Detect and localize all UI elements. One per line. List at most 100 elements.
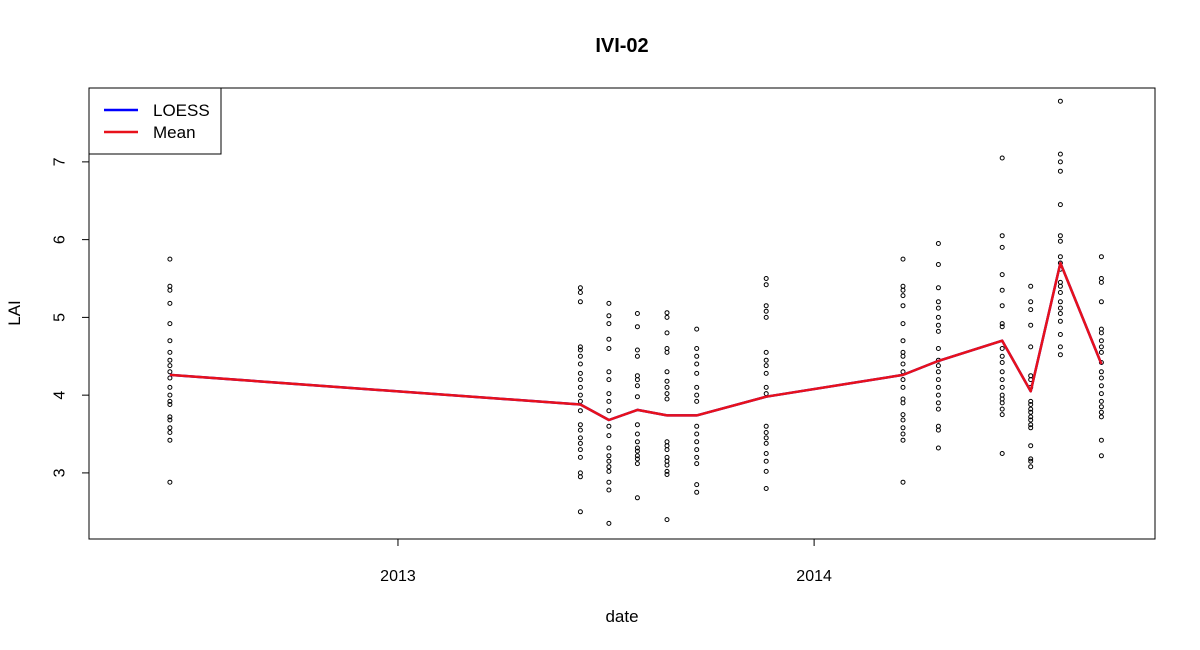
data-point [999,412,1005,418]
data-point [577,408,583,414]
data-point [935,346,941,351]
data-point [1028,425,1034,431]
data-point [167,417,173,423]
data-point [167,363,173,369]
data-point [577,392,583,398]
data-point [935,363,941,369]
data-point [763,423,769,429]
data-point [900,287,906,293]
data-point [1057,238,1063,244]
data-point [935,285,941,291]
data-point [935,445,941,451]
data-point [999,287,1005,293]
data-point [763,468,769,474]
data-point [763,303,769,309]
data-point [1028,456,1034,462]
plot-frame [88,87,1156,540]
data-point [577,370,583,376]
data-point [606,445,612,451]
data-point [935,305,941,311]
data-point [1028,458,1034,464]
data-point [634,422,640,428]
data-point [577,422,583,428]
y-axis: 3 4 5 6 7 [52,157,90,477]
data-point [577,353,583,359]
data-point [694,439,700,445]
data-point [1098,338,1104,344]
data-point [577,440,583,446]
y-tick-label: 5 [52,313,69,322]
data-point [634,311,640,316]
data-point [1057,311,1063,316]
data-point [763,370,769,376]
data-point [900,384,906,390]
data-point [1057,159,1063,165]
data-point [694,361,700,367]
data-point [1028,443,1034,449]
data-point [167,430,173,435]
data-point [664,517,670,523]
data-point [1057,151,1063,157]
data-point [606,458,612,464]
data-point [763,282,769,288]
data-point [577,347,583,353]
data-point [167,398,173,404]
data-point [763,458,769,464]
data-point [999,406,1005,412]
data-point [1028,283,1034,289]
data-point [900,303,906,309]
data-point [694,423,700,429]
data-point [763,363,769,369]
data-point [900,425,906,431]
data-point [1098,409,1104,415]
data-point [1028,464,1034,470]
series-lines [169,261,1103,422]
data-point [935,392,941,398]
data-point [1057,254,1063,260]
data-point [763,451,769,456]
data-point [634,495,640,501]
data-point [664,369,670,375]
data-point [634,448,640,454]
data-point [606,300,612,306]
data-point [999,155,1005,161]
data-point [606,398,612,404]
data-point [577,384,583,390]
data-point [694,398,700,404]
data-point [694,489,700,495]
data-point [935,400,941,406]
data-point [900,479,906,485]
data-point [1028,422,1034,428]
data-point [634,453,640,459]
data-point [1028,417,1034,423]
data-point [167,256,173,262]
data-point [694,370,700,376]
data-point [763,384,769,390]
data-point [167,300,173,306]
data-point [935,322,941,328]
data-point [935,377,941,383]
data-point [167,349,173,355]
data-point [1028,307,1034,313]
data-point [999,360,1005,365]
data-point [694,431,700,437]
data-point [606,313,612,319]
data-point [167,479,173,485]
data-point [1098,349,1104,355]
data-point [634,377,640,383]
data-point [634,439,640,445]
data-point [577,344,583,350]
data-point [1098,330,1104,336]
data-point [900,431,906,437]
data-point [167,425,173,431]
data-point [1098,437,1104,443]
data-point [900,417,906,423]
data-point [167,392,173,398]
data-point [606,520,612,526]
data-point [1098,360,1104,365]
data-point [1098,383,1104,389]
data-point [1057,299,1063,305]
data-point [763,435,769,441]
data-point [900,338,906,344]
data-point [577,435,583,441]
